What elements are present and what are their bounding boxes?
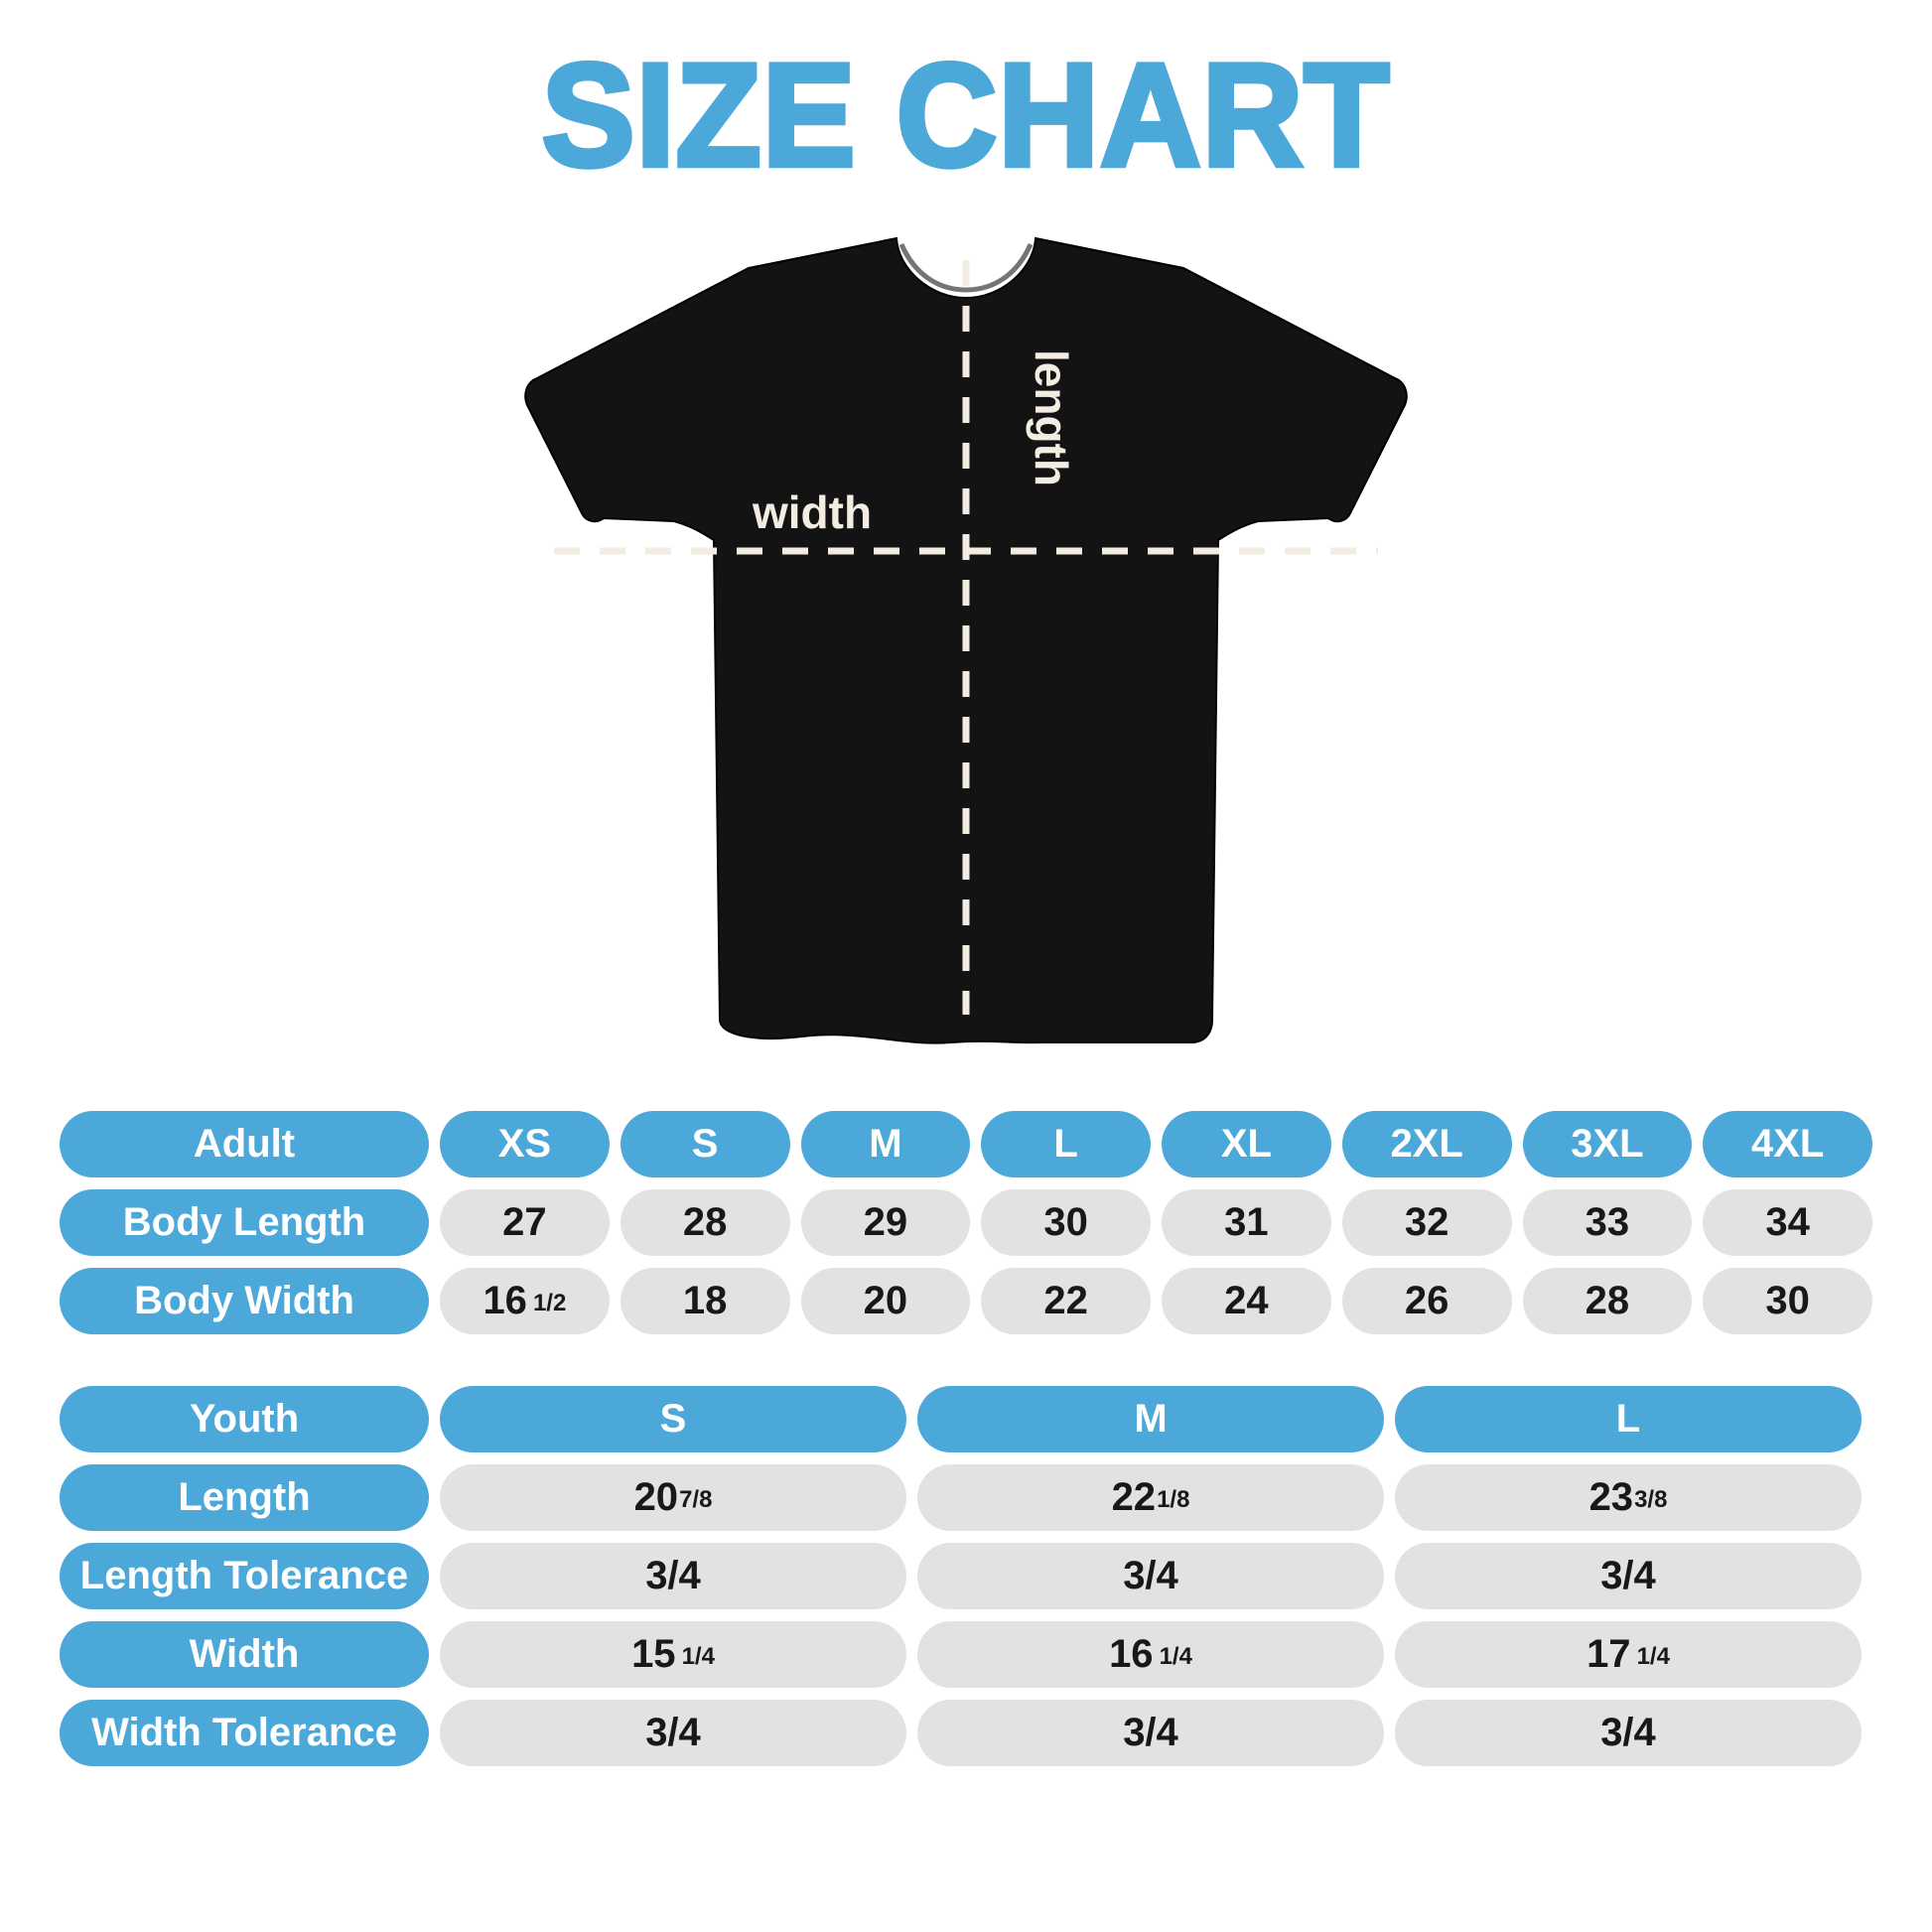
- svg-text:length: length: [1026, 349, 1077, 486]
- svg-text:width: width: [752, 486, 872, 538]
